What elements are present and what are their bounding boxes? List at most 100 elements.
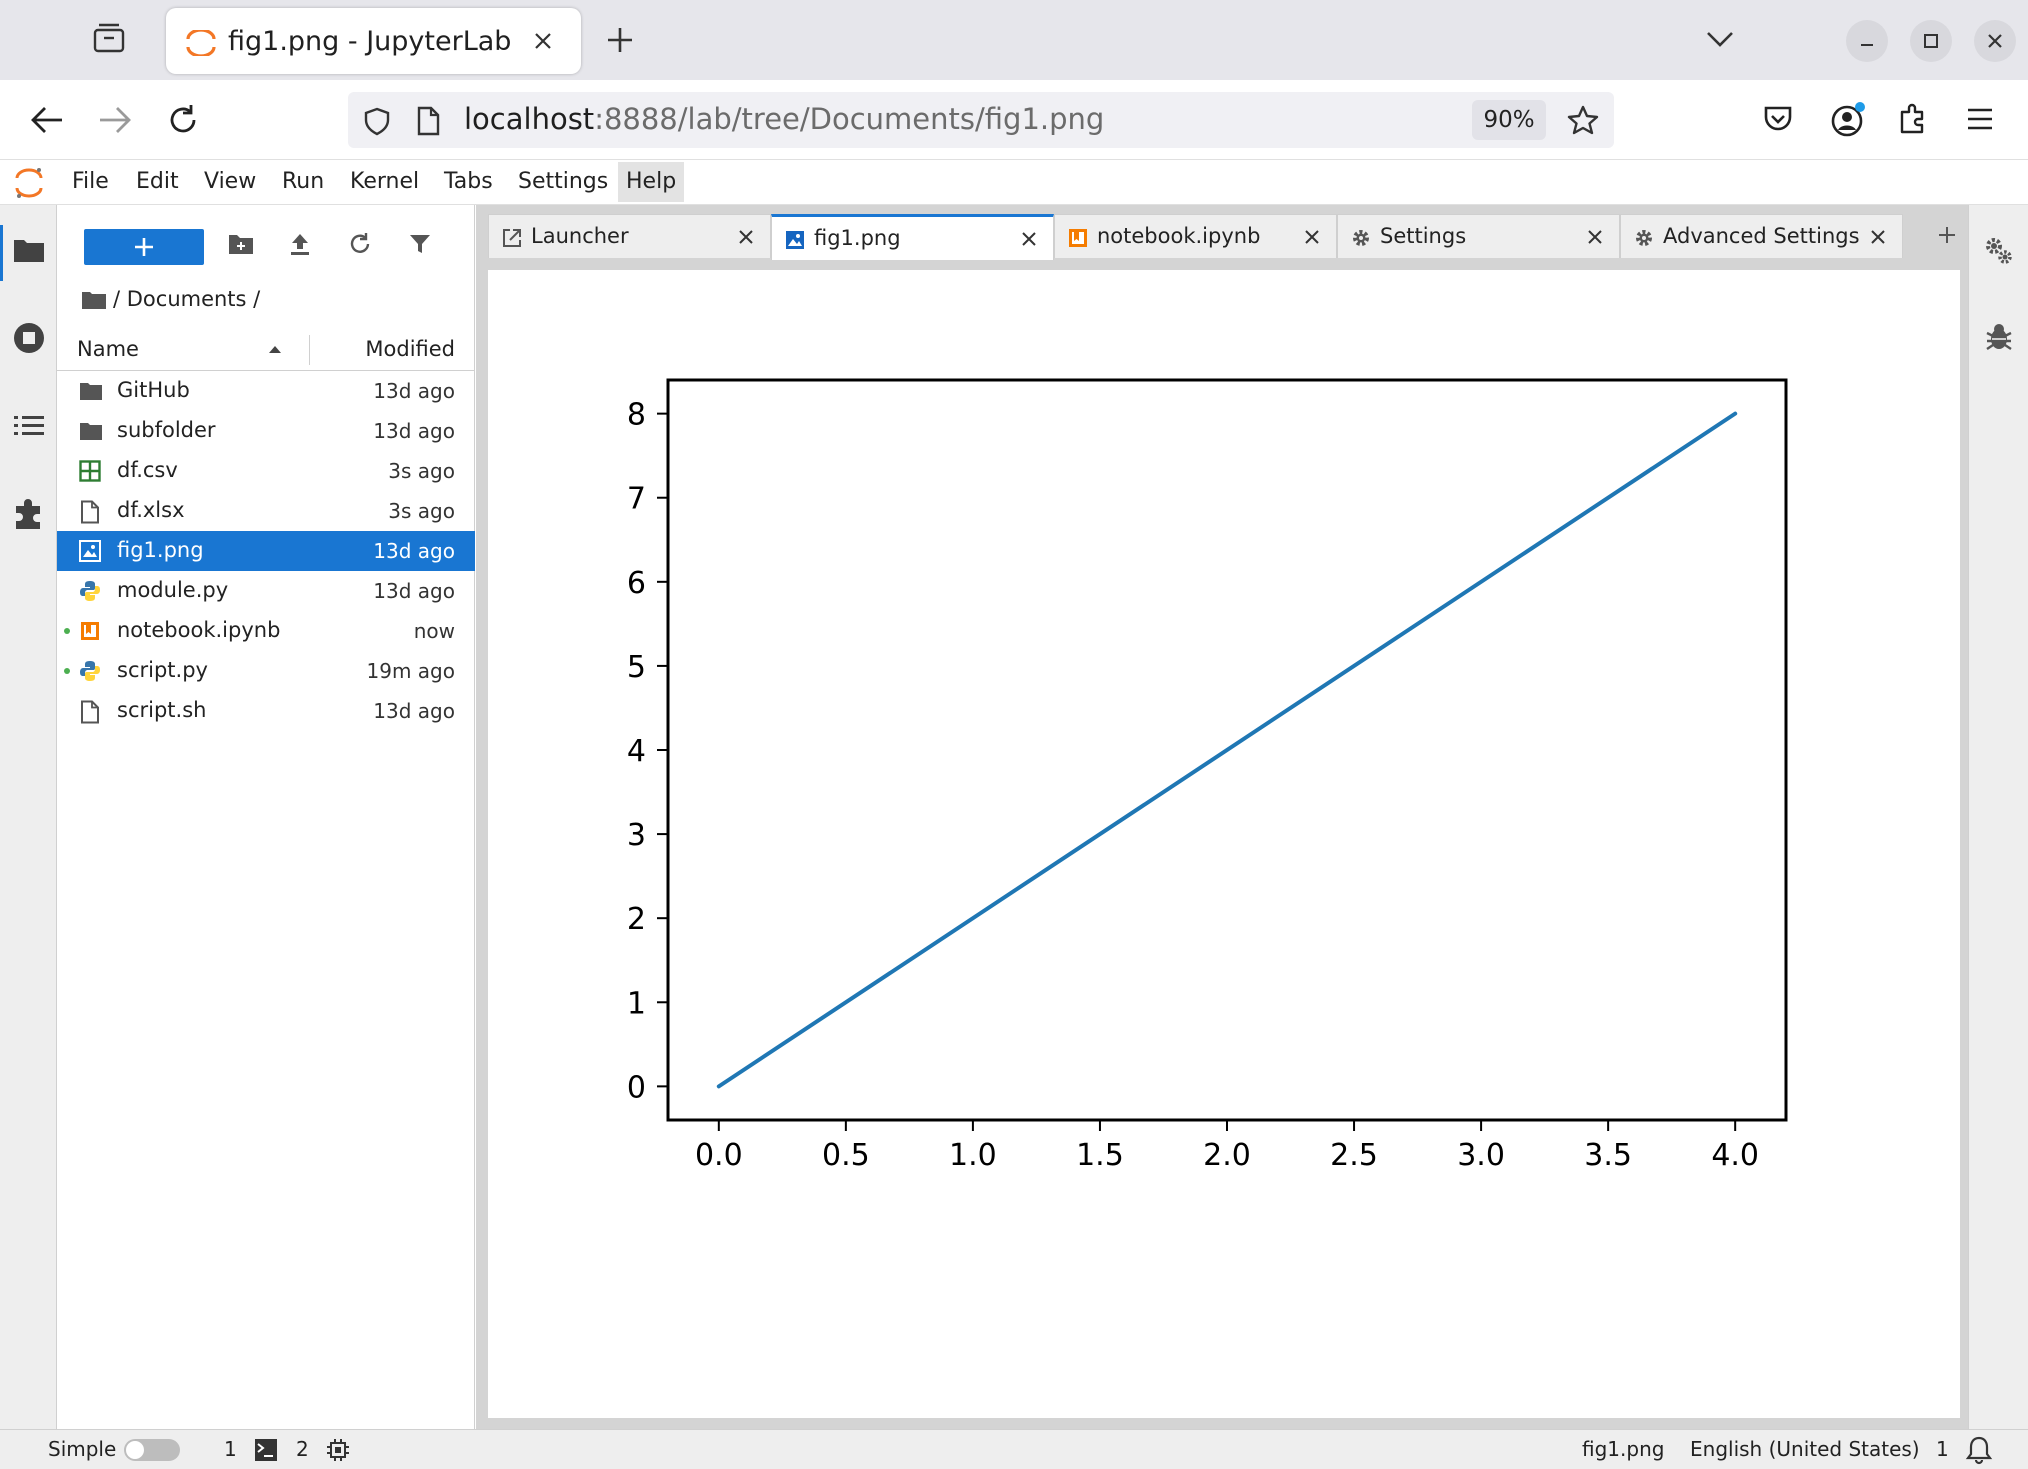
file-name: subfolder	[117, 418, 216, 442]
new-launcher-button[interactable]	[84, 229, 204, 265]
menu-edit[interactable]: Edit	[136, 169, 179, 194]
menu-run[interactable]: Run	[282, 169, 325, 194]
hamburger-menu-icon[interactable]	[1964, 102, 1996, 136]
kernel-count[interactable]: 1	[224, 1437, 237, 1461]
column-divider[interactable]	[309, 335, 310, 365]
shield-icon[interactable]	[362, 106, 392, 136]
breadcrumb-path[interactable]: / Documents /	[113, 287, 261, 311]
pocket-icon[interactable]	[1762, 102, 1794, 136]
simple-mode-toggle[interactable]	[124, 1439, 180, 1461]
close-icon[interactable]	[1020, 230, 1038, 248]
file-icon	[79, 500, 101, 524]
file-row[interactable]: fig1.png 13d ago	[57, 531, 475, 571]
address-bar[interactable]: localhost:8888/lab/tree/Documents/fig1.p…	[348, 92, 1614, 148]
file-row[interactable]: GitHub 13d ago	[57, 371, 475, 411]
file-row[interactable]: df.csv 3s ago	[57, 451, 475, 491]
python-icon	[79, 660, 101, 682]
close-icon[interactable]	[1303, 228, 1321, 246]
tab-notebook-ipynb[interactable]: notebook.ipynb	[1054, 214, 1337, 258]
kernel-cpu-icon[interactable]	[326, 1438, 350, 1462]
running-indicator	[64, 628, 70, 634]
property-inspector-icon[interactable]	[1983, 235, 2015, 267]
x-tick-label: 0.5	[822, 1138, 870, 1173]
extension-manager-icon[interactable]	[12, 497, 46, 531]
menu-help[interactable]: Help	[618, 162, 685, 202]
file-row[interactable]: module.py 13d ago	[57, 571, 475, 611]
file-row[interactable]: df.xlsx 3s ago	[57, 491, 475, 531]
terminal-icon[interactable]	[254, 1438, 278, 1462]
menu-settings[interactable]: Settings	[518, 169, 609, 194]
reload-icon[interactable]	[164, 102, 202, 138]
x-tick-label: 3.0	[1457, 1138, 1505, 1173]
zoom-level-badge[interactable]: 90%	[1472, 100, 1546, 140]
page-icon[interactable]	[414, 106, 442, 136]
folder-icon[interactable]	[12, 235, 46, 265]
maximize-button[interactable]	[1910, 20, 1952, 62]
tab-settings[interactable]: Settings	[1337, 214, 1620, 258]
tab-fig1-png[interactable]: fig1.png	[771, 214, 1054, 260]
forward-arrow-icon[interactable]	[96, 102, 134, 138]
sort-ascending-icon[interactable]	[267, 343, 283, 355]
chevron-down-icon[interactable]	[1704, 26, 1736, 52]
simple-mode-label: Simple	[48, 1437, 117, 1461]
notification-count[interactable]: 1	[1936, 1437, 1949, 1461]
filter-icon[interactable]	[407, 231, 433, 257]
file-name: script.sh	[117, 698, 207, 722]
notebook-icon	[1067, 227, 1089, 249]
tab-overview-icon[interactable]	[92, 22, 136, 62]
tab-label: Advanced Settings Editor	[1663, 224, 1861, 248]
menu-kernel[interactable]: Kernel	[350, 169, 420, 194]
file-browser-panel: / Documents / Name Modified GitHub 13d ag…	[57, 205, 475, 1429]
upload-icon[interactable]	[287, 231, 313, 257]
file-modified: 19m ago	[366, 659, 455, 683]
display-language[interactable]: English (United States)	[1690, 1437, 1920, 1461]
jupyter-logo-icon	[14, 166, 44, 200]
url-text[interactable]: localhost:8888/lab/tree/Documents/fig1.p…	[464, 102, 1105, 136]
menu-file[interactable]: File	[72, 169, 109, 194]
minimize-button[interactable]	[1846, 20, 1888, 62]
y-tick-label: 4	[627, 734, 646, 769]
tab-advanced-settings-editor[interactable]: Advanced Settings Editor	[1620, 214, 1903, 258]
file-row[interactable]: subfolder 13d ago	[57, 411, 475, 451]
spreadsheet-icon	[79, 460, 101, 482]
add-tab-button[interactable]	[1936, 224, 1958, 246]
extensions-icon[interactable]	[1896, 102, 1930, 136]
file-row[interactable]: notebook.ipynb now	[57, 611, 475, 651]
y-tick-label: 3	[627, 818, 646, 853]
folder-icon[interactable]	[81, 289, 107, 311]
running-sessions-icon[interactable]	[12, 321, 46, 355]
file-list-header: Name Modified	[57, 329, 475, 371]
browser-tab-active[interactable]: fig1.png - JupyterLab	[166, 8, 581, 74]
file-row[interactable]: script.sh 13d ago	[57, 691, 475, 731]
window-close-button[interactable]	[1974, 20, 2016, 62]
y-tick-label: 5	[627, 650, 646, 685]
table-of-contents-icon[interactable]	[12, 411, 46, 441]
file-modified: 3s ago	[388, 459, 455, 483]
active-panel-marker	[0, 225, 3, 281]
new-folder-icon[interactable]	[227, 231, 255, 257]
tab-launcher[interactable]: Launcher	[488, 214, 771, 258]
menu-view[interactable]: View	[204, 169, 257, 194]
debugger-bug-icon[interactable]	[1983, 321, 2015, 353]
back-arrow-icon[interactable]	[28, 102, 66, 138]
column-name-header[interactable]: Name	[77, 337, 139, 361]
new-tab-button[interactable]	[602, 22, 638, 58]
file-modified: 13d ago	[373, 699, 455, 723]
refresh-icon[interactable]	[347, 231, 373, 257]
close-icon[interactable]	[1869, 228, 1887, 246]
gear-icon	[1633, 227, 1655, 249]
file-modified: 3s ago	[388, 499, 455, 523]
close-tab-icon[interactable]	[532, 30, 554, 52]
column-modified-header[interactable]: Modified	[365, 337, 455, 361]
file-list: GitHub 13d ago subfolder 13d ago df.csv 3s ag…	[57, 371, 475, 731]
file-icon	[79, 700, 101, 724]
menu-tabs[interactable]: Tabs	[444, 169, 493, 194]
account-icon[interactable]	[1830, 102, 1866, 138]
terminal-count[interactable]: 2	[296, 1437, 309, 1461]
file-row[interactable]: script.py 19m ago	[57, 651, 475, 691]
close-icon[interactable]	[1586, 228, 1604, 246]
bookmark-star-icon[interactable]	[1566, 104, 1600, 136]
bell-icon[interactable]	[1964, 1435, 1994, 1465]
close-icon[interactable]	[737, 228, 755, 246]
tab-label: fig1.png	[814, 226, 901, 250]
